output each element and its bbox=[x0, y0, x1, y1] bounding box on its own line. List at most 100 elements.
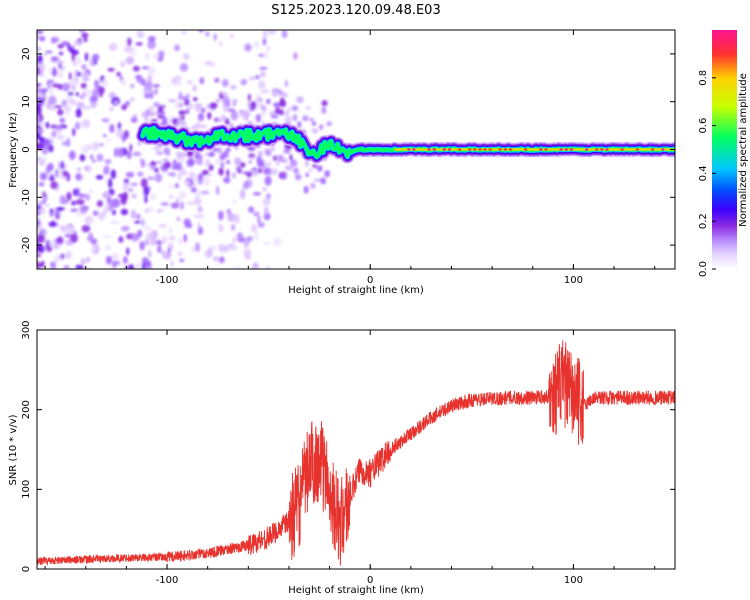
spectrogram-noise-blob bbox=[252, 170, 257, 177]
spectrogram-noise-blob bbox=[178, 190, 187, 200]
spectrogram-noise-blob bbox=[253, 211, 260, 217]
spectrogram-noise-blob bbox=[75, 107, 82, 118]
spectrogram-noise-blob bbox=[81, 64, 87, 70]
spectrogram-heatmap bbox=[37, 30, 675, 269]
spectrogram-noise-blob bbox=[269, 110, 276, 116]
spectrogram-noise-blob bbox=[75, 92, 79, 97]
spectrogram-noise-blob bbox=[263, 51, 269, 58]
spectrogram-xtick-label: -100 bbox=[156, 275, 179, 286]
colorbar-tick-label: 0.0 bbox=[698, 261, 709, 277]
spectrogram-noise-blob bbox=[326, 121, 332, 127]
spectrogram-noise-blob bbox=[51, 130, 57, 138]
spectrogram-peak bbox=[478, 148, 482, 151]
spectrogram-noise-blob bbox=[122, 182, 129, 191]
spectrogram-noise-blob bbox=[258, 167, 263, 174]
spectrogram-noise-blob bbox=[161, 104, 166, 110]
spectrogram-noise-blob bbox=[215, 185, 220, 196]
snr-panel: -100 0 100 0 100 200 300 Height of straight li… bbox=[8, 320, 676, 596]
spectrogram-noise-blob bbox=[272, 93, 278, 97]
spectrogram-noise-blob bbox=[226, 208, 232, 215]
spectrogram-noise-blob bbox=[177, 251, 183, 257]
spectrogram-noise-blob bbox=[64, 106, 72, 112]
spectrogram-noise-blob bbox=[259, 72, 264, 78]
spectrogram-noise-blob bbox=[130, 84, 135, 89]
spectrogram-ytick-label: -20 bbox=[21, 237, 32, 253]
spectrogram-peak bbox=[524, 148, 528, 151]
spectrogram-noise-blob bbox=[135, 42, 143, 46]
spectrogram-noise-blob bbox=[270, 115, 279, 119]
spectrogram-noise-blob bbox=[88, 232, 94, 242]
spectrogram-noise-blob bbox=[193, 197, 202, 206]
spectrogram-noise-blob bbox=[37, 54, 43, 63]
spectrogram-noise-blob bbox=[50, 181, 58, 190]
spectrogram-peak bbox=[508, 148, 513, 151]
spectrogram-noise-blob bbox=[257, 215, 261, 225]
spectrogram-noise-blob bbox=[74, 57, 82, 65]
spectrogram-noise-blob bbox=[194, 190, 202, 199]
spectrogram-noise-blob bbox=[232, 236, 237, 244]
spectrogram-noise-blob bbox=[218, 167, 224, 176]
spectrogram-noise-blob bbox=[149, 236, 157, 247]
spectrogram-noise-blob bbox=[153, 88, 158, 95]
spectrogram-noise-blob bbox=[242, 171, 250, 175]
spectrogram-noise-blob bbox=[37, 30, 44, 34]
spectrogram-noise-blob bbox=[65, 250, 72, 259]
snr-xlabel: Height of straight line (km) bbox=[288, 585, 424, 596]
spectrogram-noise-blob bbox=[89, 95, 99, 103]
spectrogram-noise-blob bbox=[39, 172, 48, 181]
spectrogram-noise-blob bbox=[236, 232, 243, 240]
spectrogram-noise-blob bbox=[108, 42, 118, 51]
spectrogram-noise-blob bbox=[162, 115, 167, 124]
spectrogram-noise-blob bbox=[91, 88, 100, 98]
spectrogram-noise-blob bbox=[179, 258, 185, 263]
spectrogram-noise-blob bbox=[253, 40, 260, 49]
spectrogram-noise-blob bbox=[91, 246, 97, 252]
spectrogram-noise-blob bbox=[105, 202, 109, 212]
spectrogram-noise-blob bbox=[47, 162, 54, 172]
spectrogram-noise-blob bbox=[63, 264, 70, 269]
colorbar-tick-label: 0.6 bbox=[698, 118, 709, 134]
spectrogram-noise-blob bbox=[46, 79, 52, 89]
spectrogram-noise-blob bbox=[303, 185, 309, 194]
spectrogram-noise-blob bbox=[200, 124, 207, 129]
spectrogram-noise-blob bbox=[173, 44, 181, 52]
spectrogram-noise-blob bbox=[231, 199, 238, 204]
spectrogram-noise-blob bbox=[37, 217, 41, 222]
spectrogram-peak bbox=[442, 148, 446, 151]
spectrogram-peak bbox=[595, 148, 599, 151]
spectrogram-noise-blob bbox=[156, 160, 162, 165]
spectrogram-noise-blob bbox=[37, 49, 41, 55]
spectrogram-noise-blob bbox=[37, 142, 41, 149]
spectrogram-noise-blob bbox=[140, 178, 148, 188]
spectrogram-noise-blob bbox=[201, 169, 209, 176]
spectrogram-noise-blob bbox=[81, 224, 91, 233]
spectrogram-noise-blob bbox=[110, 252, 120, 260]
spectrogram-noise-blob bbox=[230, 34, 234, 39]
spectrogram-noise-blob bbox=[178, 170, 188, 176]
spectrogram-noise-blob bbox=[85, 193, 90, 201]
spectrogram-noise-blob bbox=[37, 244, 45, 254]
spectrogram-noise-blob bbox=[168, 185, 175, 189]
spectrogram-noise-blob bbox=[150, 90, 154, 100]
spectrogram-ytick-label: 20 bbox=[21, 48, 32, 61]
spectrogram-noise-blob bbox=[112, 260, 117, 269]
spectrogram-noise-blob bbox=[219, 153, 226, 161]
spectrogram-ylabel: Frequency (Hz) bbox=[8, 112, 19, 188]
spectrogram-noise-blob bbox=[258, 53, 265, 58]
spectrogram-noise-blob bbox=[96, 153, 104, 162]
spectrogram-noise-blob bbox=[71, 53, 76, 62]
spectrogram-peak bbox=[651, 148, 655, 151]
spectrogram-noise-blob bbox=[181, 166, 185, 172]
spectrogram-noise-blob bbox=[248, 160, 253, 164]
spectrogram-noise-blob bbox=[297, 120, 302, 129]
spectrogram-peak bbox=[661, 148, 665, 151]
spectrogram-noise-blob bbox=[224, 99, 231, 107]
spectrogram-noise-blob bbox=[171, 166, 179, 170]
spectrogram-noise-blob bbox=[168, 226, 173, 235]
spectrogram-noise-blob bbox=[141, 66, 150, 70]
spectrogram-xlabel: Height of straight line (km) bbox=[288, 285, 424, 296]
spectrogram-noise-blob bbox=[143, 81, 153, 91]
spectrogram-noise-blob bbox=[231, 224, 236, 231]
spectrogram-noise-blob bbox=[66, 172, 71, 182]
spectrogram-noise-blob bbox=[320, 177, 327, 185]
